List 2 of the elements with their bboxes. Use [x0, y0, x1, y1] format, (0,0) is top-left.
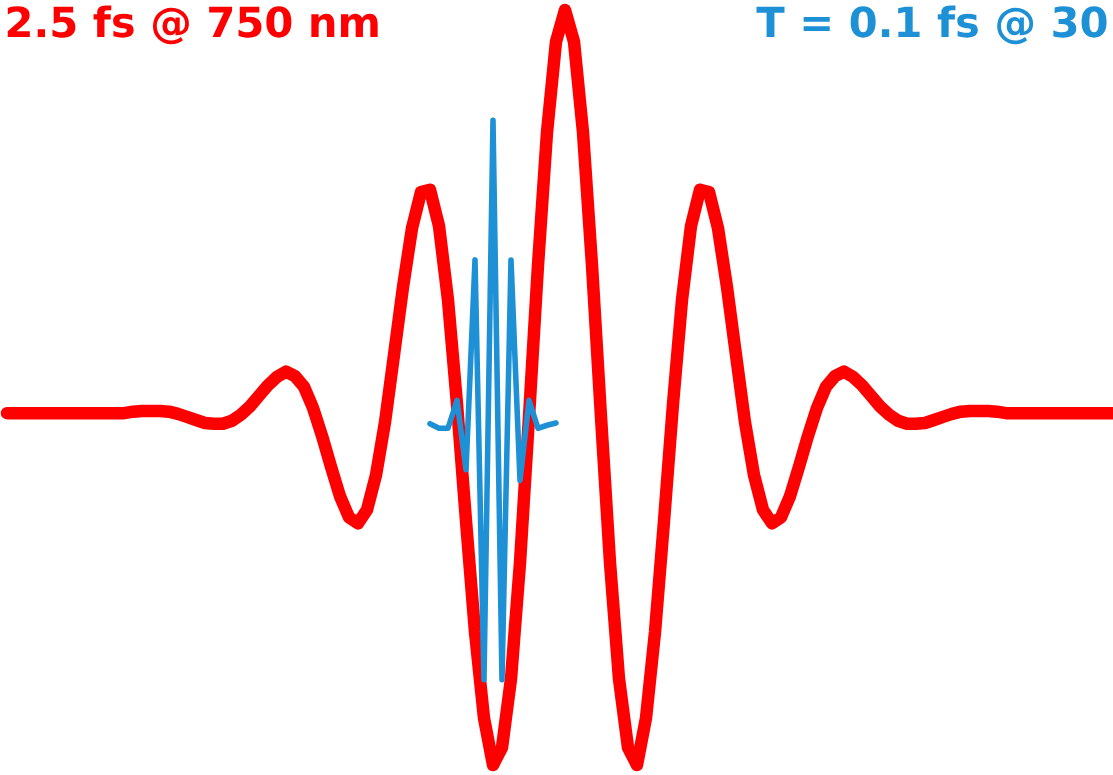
- annotation: 2.5 fs @ 750 nm: [7, 5, 378, 45]
- annotation: T = 0.1 fs @ 30: [756, 5, 1107, 45]
